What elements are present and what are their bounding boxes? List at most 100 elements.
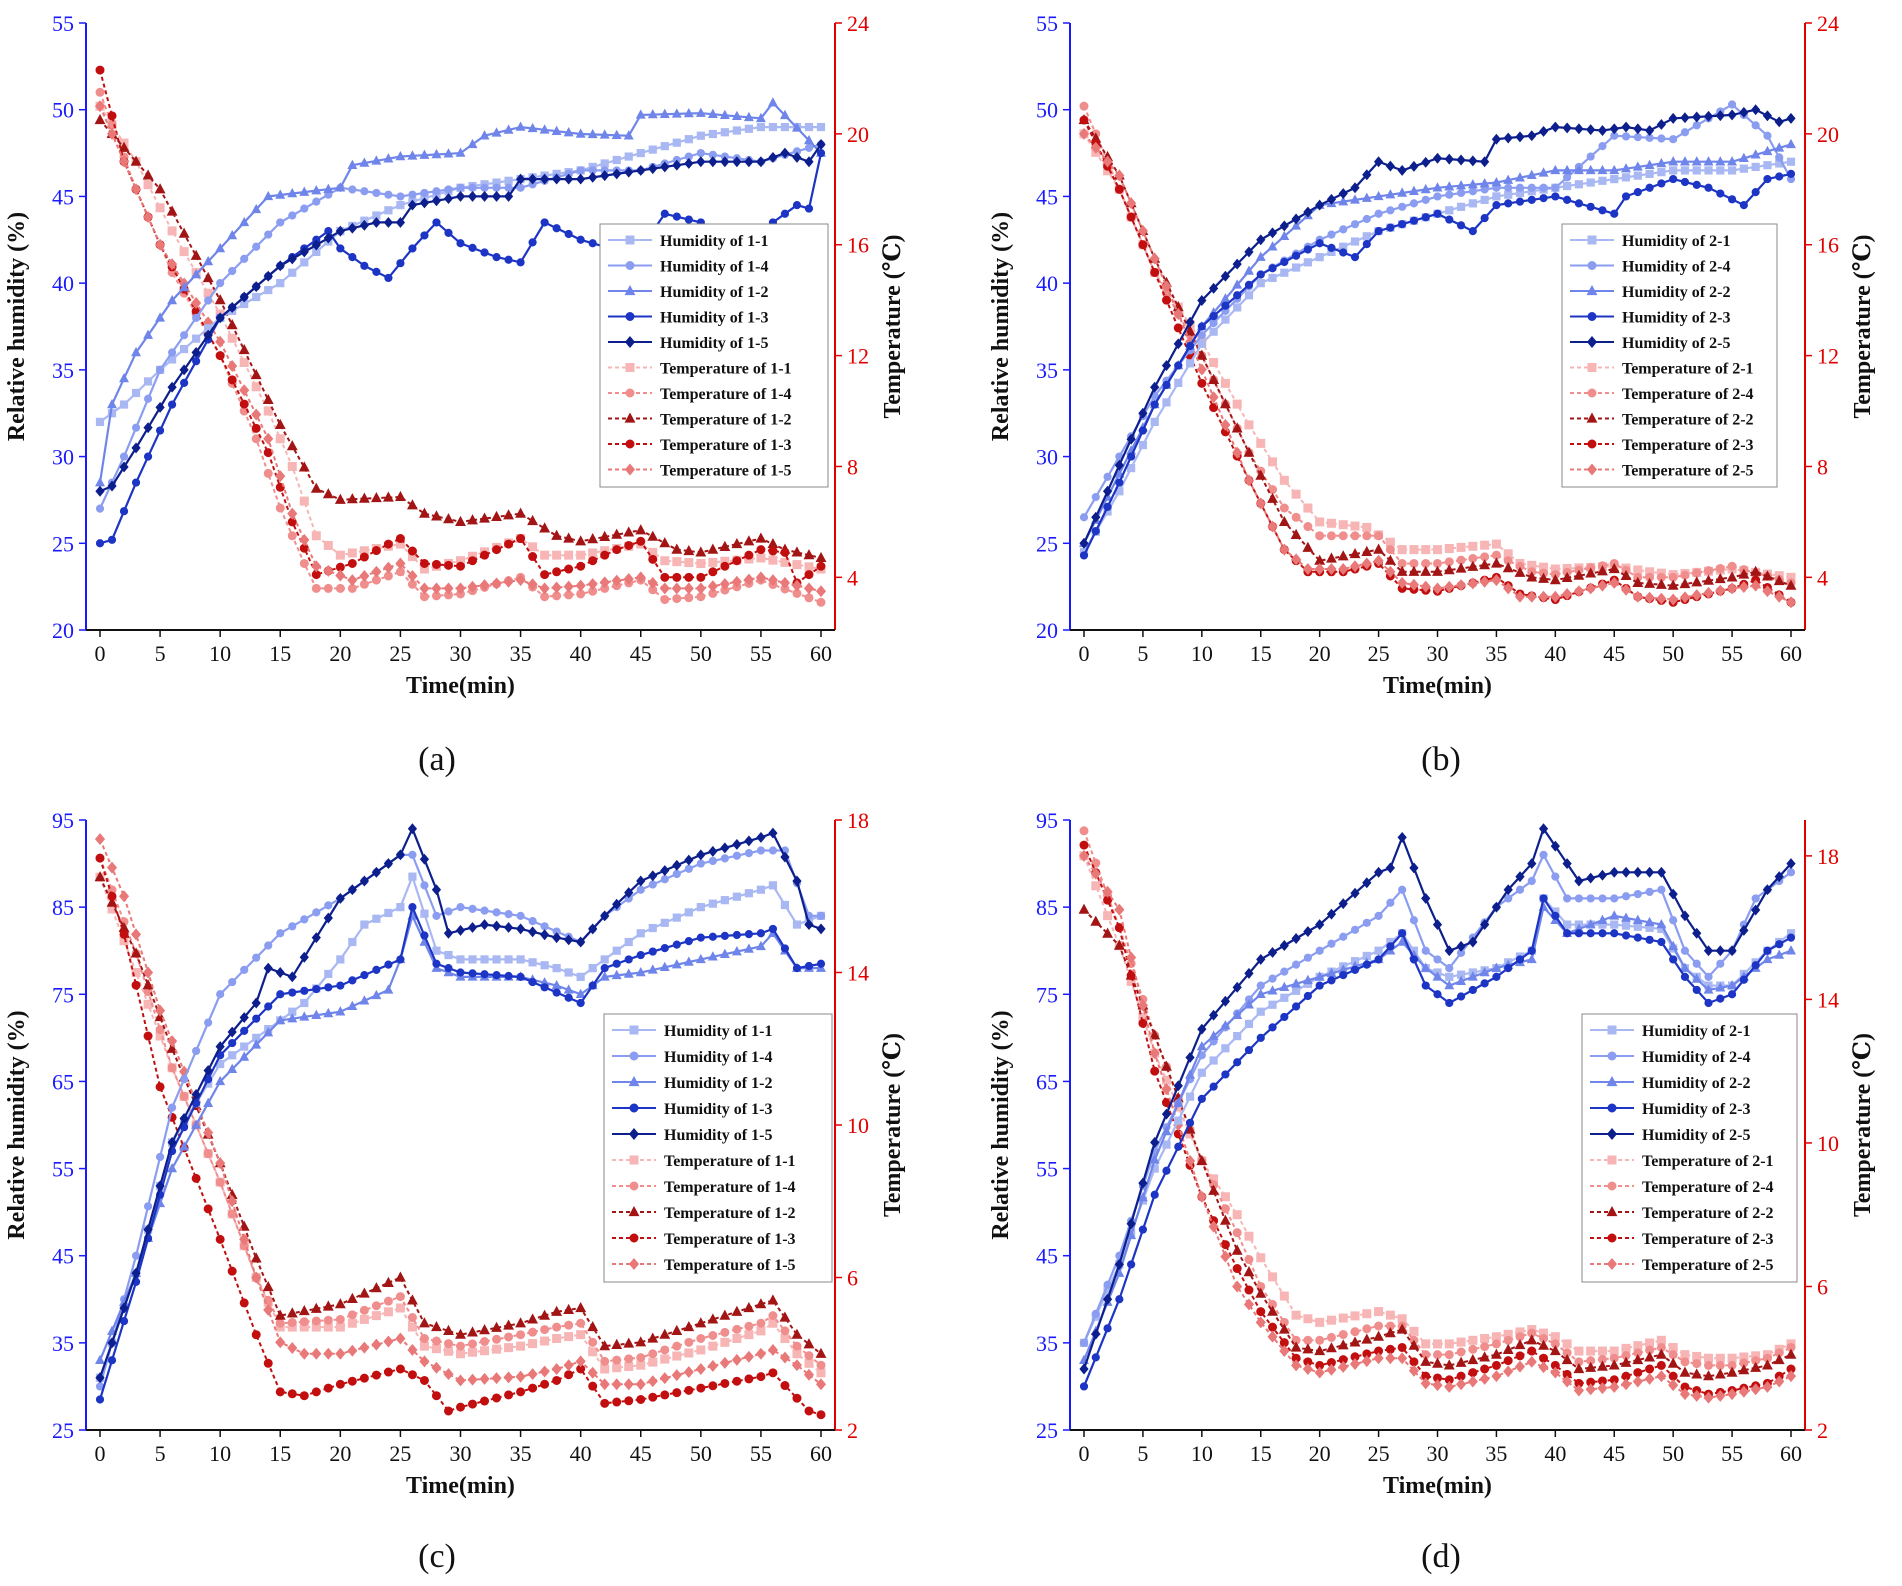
data-point — [431, 1336, 441, 1346]
data-point — [360, 261, 369, 270]
data-point — [564, 993, 573, 1002]
data-point — [1668, 1350, 1678, 1360]
data-point — [1669, 174, 1678, 184]
data-point — [623, 1378, 634, 1391]
data-point — [216, 279, 225, 288]
data-point — [216, 990, 225, 999]
data-point — [432, 218, 441, 227]
data-point — [672, 159, 682, 171]
data-point — [1655, 578, 1667, 589]
data-point — [1751, 187, 1760, 197]
data-point — [347, 159, 358, 169]
data-point — [551, 529, 563, 540]
data-point — [1691, 1389, 1702, 1402]
data-point — [395, 557, 406, 570]
data-point — [624, 1354, 634, 1364]
x-tick-label: 20 — [329, 1441, 351, 1466]
data-point — [672, 138, 681, 147]
data-point — [587, 1321, 599, 1332]
data-point — [419, 197, 430, 209]
data-point — [1243, 999, 1254, 1009]
data-point — [1315, 239, 1324, 248]
data-point — [467, 1326, 478, 1337]
data-point — [1644, 591, 1655, 604]
data-point — [1715, 584, 1726, 597]
data-point — [1267, 241, 1278, 251]
data-point — [684, 908, 693, 917]
data-point — [588, 171, 598, 183]
right-tick-label: 8 — [1817, 454, 1828, 479]
data-point — [732, 556, 742, 566]
data-point — [395, 534, 405, 544]
data-point — [1339, 932, 1348, 941]
data-point — [1539, 183, 1548, 192]
data-point — [648, 1392, 658, 1402]
data-point — [1256, 953, 1266, 965]
data-point — [359, 569, 370, 582]
data-point — [708, 899, 717, 908]
data-point — [756, 545, 766, 555]
data-point — [239, 216, 250, 227]
data-point — [1657, 937, 1666, 947]
data-point — [1279, 981, 1290, 992]
data-point — [600, 1398, 610, 1408]
data-point — [1432, 1379, 1443, 1392]
data-point — [1303, 503, 1313, 513]
data-point — [1303, 926, 1313, 937]
data-point — [168, 1103, 177, 1112]
legend-marker — [1587, 235, 1597, 245]
data-point — [731, 946, 742, 956]
right-tick-label: 20 — [847, 122, 869, 147]
data-point — [1786, 868, 1796, 877]
data-point — [1598, 206, 1607, 215]
data-point — [647, 576, 658, 589]
data-point — [1385, 565, 1396, 578]
data-point — [1762, 884, 1773, 896]
data-point — [563, 1303, 575, 1315]
data-point — [131, 346, 142, 357]
data-point — [1491, 133, 1502, 145]
data-point — [1467, 971, 1478, 981]
data-point — [792, 201, 802, 210]
data-point — [311, 185, 322, 195]
data-point — [167, 294, 178, 305]
data-point — [1504, 183, 1513, 192]
data-point — [299, 533, 310, 546]
data-point — [1527, 130, 1537, 142]
data-point — [360, 187, 369, 196]
data-point — [768, 1368, 778, 1378]
data-point — [251, 1039, 262, 1049]
data-point — [347, 884, 357, 896]
legend-marker — [1607, 1051, 1617, 1061]
data-point — [636, 1353, 646, 1363]
data-point — [275, 1387, 285, 1397]
data-point — [600, 1356, 610, 1366]
data-point — [1727, 990, 1737, 999]
data-point — [1621, 921, 1631, 930]
data-point — [744, 1374, 754, 1384]
x-tick-label: 25 — [389, 1441, 411, 1466]
data-point — [1196, 349, 1208, 360]
data-point — [1114, 468, 1125, 478]
data-point — [276, 279, 285, 288]
data-point — [1091, 511, 1101, 523]
x-tick-label: 15 — [1250, 1441, 1272, 1466]
x-tick-label: 0 — [95, 1441, 106, 1466]
legend-label: Humidity of 2-4 — [1642, 1049, 1750, 1066]
data-point — [359, 552, 369, 562]
data-point — [1502, 562, 1514, 573]
data-point — [815, 1347, 827, 1358]
data-point — [1091, 527, 1100, 536]
data-point — [1468, 227, 1477, 236]
data-point — [1703, 984, 1714, 994]
data-point — [299, 558, 309, 568]
data-point — [1138, 426, 1148, 435]
data-point — [612, 898, 622, 910]
data-point — [1621, 121, 1631, 133]
data-point — [1150, 381, 1160, 393]
data-point — [395, 150, 406, 161]
data-point — [1655, 1348, 1667, 1359]
data-point — [804, 1351, 814, 1361]
data-point — [95, 87, 105, 97]
legend-marker — [629, 1051, 639, 1061]
